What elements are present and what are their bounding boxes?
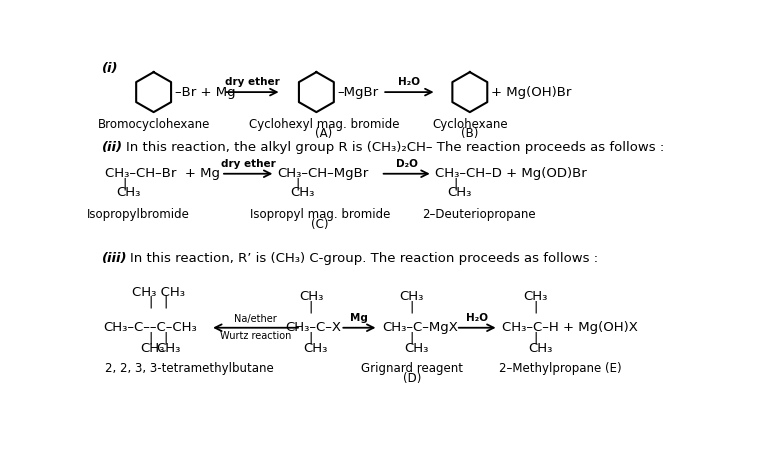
Text: (ii): (ii)	[102, 141, 123, 154]
Text: In this reaction, R’ is (CH₃) C-group. The reaction proceeds as follows :: In this reaction, R’ is (CH₃) C-group. T…	[130, 252, 597, 265]
Text: CH₃–CH–Br  + Mg: CH₃–CH–Br + Mg	[105, 167, 220, 180]
Text: Na/ether: Na/ether	[234, 314, 277, 324]
Text: |: |	[453, 177, 458, 190]
Text: CH₃: CH₃	[141, 342, 165, 355]
Text: (iii): (iii)	[102, 252, 127, 265]
Text: CH₃–C–H + Mg(OH)X: CH₃–C–H + Mg(OH)X	[503, 321, 638, 334]
Text: Grignard reagent: Grignard reagent	[361, 362, 463, 375]
Text: dry ether: dry ether	[225, 77, 280, 88]
Text: Cyclohexyl mag. bromide: Cyclohexyl mag. bromide	[249, 117, 400, 130]
Text: Mg: Mg	[351, 313, 368, 323]
Text: 2, 2, 3, 3-tetramethylbutane: 2, 2, 3, 3-tetramethylbutane	[105, 362, 274, 375]
Text: Bromocyclohexane: Bromocyclohexane	[98, 117, 210, 130]
Text: CH₃: CH₃	[299, 290, 323, 303]
Text: |: |	[163, 296, 168, 309]
Text: CH₃–CH–MgBr: CH₃–CH–MgBr	[277, 167, 369, 180]
Text: CH₃: CH₃	[156, 342, 180, 355]
Text: CH₃–C–MgX: CH₃–C–MgX	[382, 321, 458, 334]
Text: Isopropylbromide: Isopropylbromide	[86, 208, 189, 220]
Text: |: |	[309, 331, 313, 344]
Text: CH₃–C–X: CH₃–C–X	[286, 321, 342, 334]
Text: CH₃: CH₃	[528, 342, 552, 355]
Text: CH₃ CH₃: CH₃ CH₃	[131, 286, 185, 299]
Text: 2–Deuteriopropane: 2–Deuteriopropane	[422, 208, 536, 220]
Text: |: |	[122, 177, 126, 190]
Text: –Br + Mg: –Br + Mg	[174, 86, 235, 99]
Text: D₂O: D₂O	[396, 159, 418, 169]
Text: (A): (A)	[316, 127, 333, 140]
Text: |: |	[410, 301, 414, 314]
Text: |: |	[533, 301, 538, 314]
Text: CH₃–CH–D + Mg(OD)Br: CH₃–CH–D + Mg(OD)Br	[435, 167, 587, 180]
Text: |: |	[296, 177, 300, 190]
Text: |: |	[148, 296, 153, 309]
Text: |: |	[410, 331, 414, 344]
Text: CH₃: CH₃	[404, 342, 429, 355]
Text: (C): (C)	[312, 218, 329, 231]
Text: CH₃: CH₃	[400, 290, 424, 303]
Text: –MgBr: –MgBr	[337, 86, 378, 99]
Text: Cyclohexane: Cyclohexane	[432, 117, 507, 130]
Text: CH₃: CH₃	[290, 186, 315, 199]
Text: |: |	[148, 331, 153, 344]
Text: CH₃: CH₃	[523, 290, 548, 303]
Text: CH₃–C––C–CH₃: CH₃–C––C–CH₃	[103, 321, 197, 334]
Text: (B): (B)	[461, 127, 478, 140]
Text: |: |	[309, 301, 313, 314]
Text: |: |	[163, 331, 168, 344]
Text: CH₃: CH₃	[303, 342, 328, 355]
Text: Wurtz reaction: Wurtz reaction	[220, 331, 291, 341]
Text: CH₃: CH₃	[448, 186, 471, 199]
Text: 2–Methylpropane (E): 2–Methylpropane (E)	[499, 362, 622, 375]
Text: CH₃: CH₃	[116, 186, 141, 199]
Text: dry ether: dry ether	[221, 159, 276, 169]
Text: + Mg(OH)Br: + Mg(OH)Br	[490, 86, 571, 99]
Text: (D): (D)	[403, 371, 421, 384]
Text: In this reaction, the alkyl group R is (CH₃)₂CH– The reaction proceeds as follow: In this reaction, the alkyl group R is (…	[127, 141, 665, 154]
Text: H₂O: H₂O	[466, 313, 488, 323]
Text: Isopropyl mag. bromide: Isopropyl mag. bromide	[250, 208, 390, 220]
Text: (i): (i)	[102, 62, 118, 75]
Text: H₂O: H₂O	[398, 77, 420, 88]
Text: |: |	[533, 331, 538, 344]
